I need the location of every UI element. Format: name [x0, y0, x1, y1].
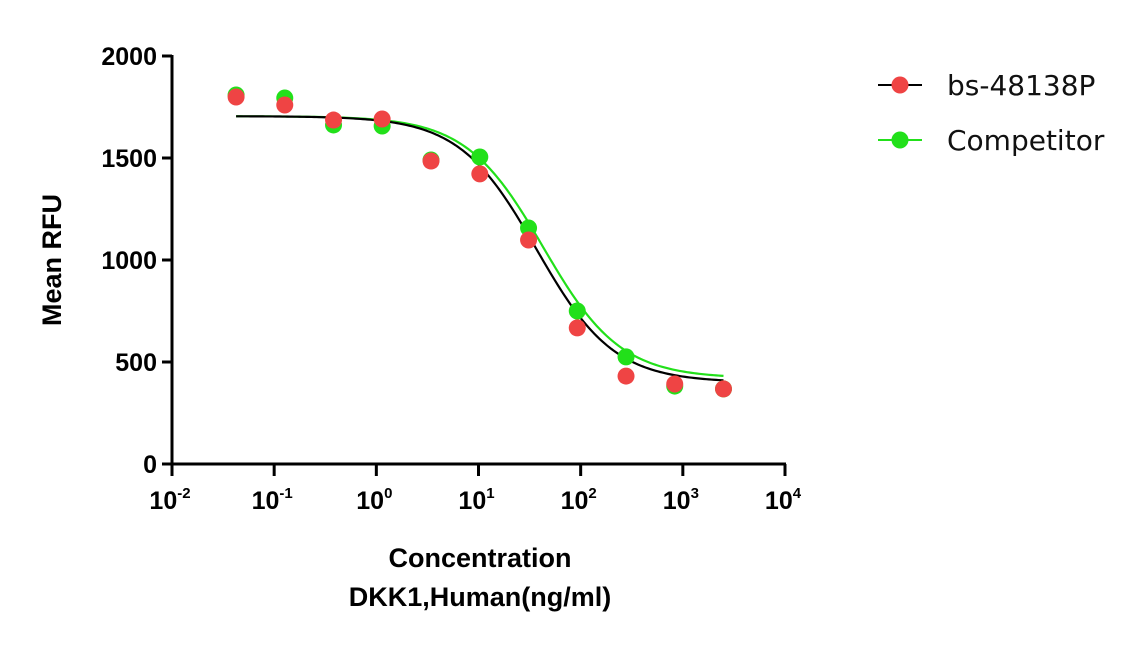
data-point-competitor [520, 219, 538, 237]
axes [164, 55, 786, 474]
data-point-bs-48138p [568, 319, 586, 337]
legend-marker-bs-48138P [891, 76, 909, 94]
data-points [227, 86, 732, 398]
data-point-bs-48138p [325, 111, 343, 129]
x-axis-title-line1: Concentration [388, 543, 571, 573]
x-tick-label: 10-2 [149, 485, 190, 515]
data-point-bs-48138p [422, 152, 440, 170]
legend-item-competitor: Competitor [878, 124, 1105, 157]
data-point-bs-48138p [520, 231, 538, 249]
x-tick-label: 100 [356, 485, 392, 515]
y-tick-label: 2000 [101, 43, 157, 71]
data-point-competitor [568, 302, 586, 320]
y-tick-label: 500 [115, 349, 157, 377]
y-tick-label: 1000 [101, 247, 157, 275]
x-tick-label: 102 [561, 485, 597, 515]
data-point-bs-48138p [666, 375, 684, 393]
x-tick-label: 103 [663, 485, 699, 515]
legend-label-bs-48138P: bs-48138P [947, 69, 1095, 102]
x-tick-label: 10-1 [252, 485, 293, 515]
legend: bs-48138P Competitor [878, 69, 1105, 157]
legend-marker-competitor [891, 131, 909, 149]
data-point-bs-48138p [617, 367, 635, 385]
y-tick-label: 0 [143, 451, 157, 479]
data-point-bs-48138p [227, 88, 245, 106]
data-point-competitor [471, 148, 489, 166]
x-tick-label: 101 [458, 485, 494, 515]
y-axis-ticks: 0 500 1000 1500 2000 [101, 43, 172, 479]
data-point-competitor [617, 348, 635, 366]
legend-label-competitor: Competitor [947, 124, 1105, 157]
x-axis-title-line2: DKK1,Human(ng/ml) [349, 582, 612, 612]
y-axis-title: Mean RFU [37, 194, 67, 326]
data-point-bs-48138p [276, 96, 294, 114]
legend-item-bs-48138P: bs-48138P [878, 69, 1095, 102]
data-point-bs-48138p [373, 110, 391, 128]
y-tick-label: 1500 [101, 145, 157, 173]
data-point-bs-48138p [471, 165, 489, 183]
x-axis-ticks: 10-2 10-1 100 101 102 103 104 [149, 464, 802, 515]
x-tick-label: 104 [765, 485, 802, 515]
data-point-bs-48138p [714, 380, 732, 398]
